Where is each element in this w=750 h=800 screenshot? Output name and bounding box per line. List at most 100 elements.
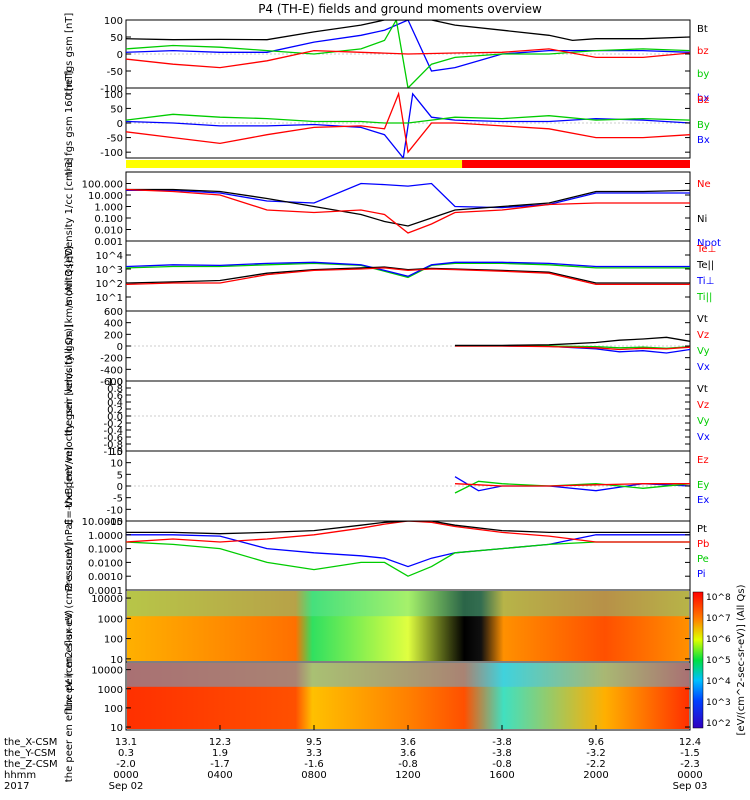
x-axis-tick-label: 3.6 [400, 737, 416, 748]
x-axis-tick-label: Sep 03 [673, 781, 708, 792]
y-tick-label: 0.1000 [88, 545, 123, 556]
colorbar-tick-label: 10^2 [706, 719, 731, 729]
y-tick-label: 5 [117, 470, 123, 481]
y-axis-label: the fgs gsm [nT] [64, 13, 75, 96]
y-tick-label: 10 [110, 723, 123, 734]
y-tick-label: 400 [104, 319, 123, 330]
x-axis-tick-label: 0.3 [118, 748, 134, 759]
x-axis-tick-label: 1200 [395, 770, 420, 781]
spectrogram-electron [127, 663, 689, 729]
y-tick-label: 0 [117, 482, 123, 493]
colorbar [692, 591, 704, 729]
y-tick-label: -100 [100, 148, 123, 159]
colorbar-tick-label: 10^4 [706, 677, 731, 687]
series-line-Bt [126, 20, 690, 42]
y-tick-label: 1000 [98, 685, 123, 696]
x-axis-tick-label: 3.3 [306, 748, 322, 759]
y-tick-label: 100 [104, 16, 123, 27]
y-tick-label: 1000 [98, 614, 123, 625]
series-line-By [126, 113, 690, 124]
panel-8-frame [125, 520, 691, 591]
y-tick-label: 0.0001 [88, 586, 123, 597]
x-axis-row-label: hhmm [4, 770, 36, 781]
legend-entry: Ne [697, 179, 711, 190]
series-line-Te [126, 267, 690, 286]
y-tick-label: 10000 [91, 666, 123, 677]
y-axis-label: E=-VxB [mV/m] [64, 447, 75, 525]
y-tick-label: 10000 [91, 594, 123, 605]
y-axis-label: Density 1/cc [cm-3] [64, 157, 75, 255]
y-tick-label: 1.0 [107, 377, 123, 388]
legend-entry: Vy [697, 416, 710, 427]
y-tick-label: 0.8 [107, 384, 123, 395]
y-tick-label: -0.6 [103, 433, 123, 444]
y-axis-label: the peer en eflux eV (cm2-s-sr-eV) [64, 610, 75, 782]
figure-title: P4 (TH-E) fields and ground moments over… [258, 2, 542, 16]
legend-entry: Pi [697, 569, 706, 580]
series-line-Ni [126, 188, 690, 227]
y-tick-label: 100 [104, 635, 123, 646]
legend-entry: Bt [697, 24, 708, 35]
legend-entry: Ni [697, 214, 707, 225]
y-tick-label: 1.000 [94, 203, 123, 214]
x-axis-row-label: the_X-CSM [4, 737, 57, 748]
series-line-Vz [455, 345, 690, 351]
x-axis-tick-label: 13.1 [115, 737, 137, 748]
legend-entry: Ti⊥ [696, 276, 714, 287]
x-axis-tick-label: 0800 [301, 770, 326, 781]
y-tick-label: 100.000 [82, 180, 123, 191]
y-tick-label: -100 [100, 84, 123, 95]
x-axis-tick-label: 3.6 [400, 748, 416, 759]
series-line-Ne [126, 188, 690, 234]
y-tick-label: 0.6 [107, 391, 123, 402]
y-tick-label: -0.4 [103, 426, 123, 437]
x-axis-tick-label: -3.8 [492, 737, 512, 748]
x-axis-tick-label: -2.3 [680, 759, 700, 770]
legend-entry: Npot [697, 238, 721, 249]
x-axis-tick-label: 1600 [489, 770, 514, 781]
series-line-Bx [126, 92, 690, 158]
legend-entry: Vy [697, 346, 710, 357]
y-axis-label: the peer velocity gsm [km/s (All Qs)] [64, 324, 75, 508]
series-line-bz [126, 48, 690, 69]
y-tick-label: -200 [100, 354, 123, 365]
legend-entry: Vz [697, 400, 709, 411]
y-tick-label: 1.0000 [88, 531, 123, 542]
legend-entry: Ey [697, 480, 709, 491]
spectrogram-low-flux-band [127, 591, 689, 617]
legend-entry: Vx [697, 362, 710, 373]
y-axis-label: the peir en eflux eV (cm2-s-sr-eV) [64, 541, 75, 710]
y-tick-label: -50 [107, 134, 123, 145]
y-tick-label: -400 [100, 365, 123, 376]
legend-entry: Vx [697, 432, 710, 443]
series-line-Pb [126, 521, 690, 543]
colorbar-tick-label: 10^5 [706, 656, 731, 666]
spectrogram-low-flux-band [127, 663, 689, 687]
series-line-Ez [454, 483, 690, 487]
y-axis-label: the peir velocity gsm [km/s (All Qs)] [64, 256, 75, 437]
y-tick-label: 10.000 [88, 191, 123, 202]
legend-entry: by [697, 69, 709, 80]
x-axis-tick-label: -2.2 [586, 759, 606, 770]
x-axis-tick-label: -1.7 [210, 759, 230, 770]
x-axis-tick-label: 12.4 [679, 737, 701, 748]
x-axis-row-label: the_Z-CSM [4, 759, 58, 770]
colorbar-tick-label: 10^7 [706, 614, 731, 624]
legend-entry: Ti|| [696, 292, 712, 303]
y-tick-label: 100 [104, 90, 123, 101]
y-tick-label: 0.0100 [88, 558, 123, 569]
y-tick-label: -600 [100, 377, 123, 388]
series-line-Pi [126, 534, 690, 568]
x-axis-tick-label: -2.0 [116, 759, 136, 770]
legend-entry: Pe [697, 554, 709, 565]
y-tick-label: 0.2 [107, 405, 123, 416]
y-tick-label: -0.2 [103, 419, 123, 430]
x-axis-tick-label: -1.6 [304, 759, 324, 770]
mode-bar-fast [462, 160, 690, 168]
legend-entry: By [697, 120, 710, 131]
series-line-bx [126, 20, 690, 72]
y-tick-label: 10^2 [96, 279, 123, 290]
y-tick-label: 0.010 [94, 226, 123, 237]
x-axis-tick-label: 0000 [113, 770, 138, 781]
legend-entry: Ez [697, 455, 709, 466]
